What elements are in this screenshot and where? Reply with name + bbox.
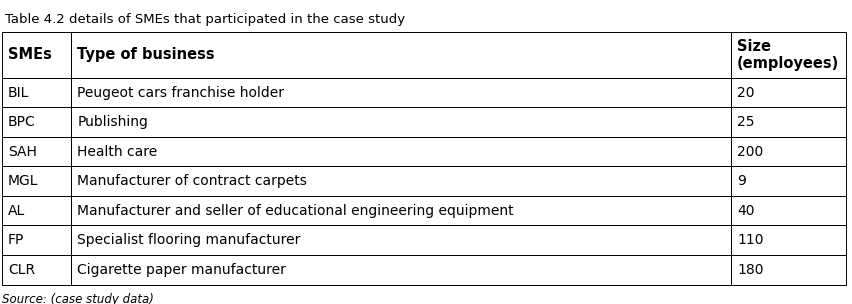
Text: CLR: CLR bbox=[8, 263, 35, 277]
Bar bbox=[2, 226, 72, 255]
Text: Manufacturer of contract carpets: Manufacturer of contract carpets bbox=[78, 174, 307, 188]
Text: Size
(employees): Size (employees) bbox=[737, 39, 839, 71]
Bar bbox=[731, 167, 846, 196]
Text: 110: 110 bbox=[737, 233, 763, 247]
Text: MGL: MGL bbox=[8, 174, 38, 188]
Text: Publishing: Publishing bbox=[78, 115, 148, 129]
Text: 40: 40 bbox=[737, 204, 755, 218]
Bar bbox=[72, 108, 731, 137]
Bar bbox=[731, 78, 846, 108]
Bar bbox=[72, 226, 731, 255]
Bar bbox=[2, 108, 72, 137]
Bar bbox=[731, 108, 846, 137]
Bar bbox=[2, 196, 72, 226]
Bar bbox=[731, 255, 846, 285]
Bar bbox=[72, 78, 731, 108]
Text: Cigarette paper manufacturer: Cigarette paper manufacturer bbox=[78, 263, 286, 277]
Text: BPC: BPC bbox=[8, 115, 36, 129]
Bar bbox=[72, 196, 731, 226]
Text: FP: FP bbox=[8, 233, 25, 247]
Text: 25: 25 bbox=[737, 115, 755, 129]
Bar bbox=[2, 167, 72, 196]
Text: SAH: SAH bbox=[8, 145, 37, 159]
Bar bbox=[72, 137, 731, 167]
Bar bbox=[731, 137, 846, 167]
Text: AL: AL bbox=[8, 204, 26, 218]
Bar bbox=[72, 167, 731, 196]
Text: 200: 200 bbox=[737, 145, 763, 159]
Bar bbox=[731, 196, 846, 226]
Text: Specialist flooring manufacturer: Specialist flooring manufacturer bbox=[78, 233, 301, 247]
Text: 20: 20 bbox=[737, 86, 755, 100]
Text: Peugeot cars franchise holder: Peugeot cars franchise holder bbox=[78, 86, 285, 100]
Bar bbox=[72, 255, 731, 285]
Text: Source: (case study data): Source: (case study data) bbox=[2, 292, 154, 304]
Bar bbox=[2, 137, 72, 167]
Bar bbox=[2, 255, 72, 285]
Text: SMEs: SMEs bbox=[8, 47, 52, 63]
Bar bbox=[731, 32, 846, 78]
Text: Health care: Health care bbox=[78, 145, 158, 159]
Bar bbox=[2, 32, 72, 78]
Text: Type of business: Type of business bbox=[78, 47, 215, 63]
Text: BIL: BIL bbox=[8, 86, 29, 100]
Bar bbox=[731, 226, 846, 255]
Text: 180: 180 bbox=[737, 263, 763, 277]
Bar bbox=[72, 32, 731, 78]
Text: 9: 9 bbox=[737, 174, 746, 188]
Text: Table 4.2 details of SMEs that participated in the case study: Table 4.2 details of SMEs that participa… bbox=[5, 13, 405, 26]
Bar bbox=[2, 78, 72, 108]
Text: Manufacturer and seller of educational engineering equipment: Manufacturer and seller of educational e… bbox=[78, 204, 514, 218]
